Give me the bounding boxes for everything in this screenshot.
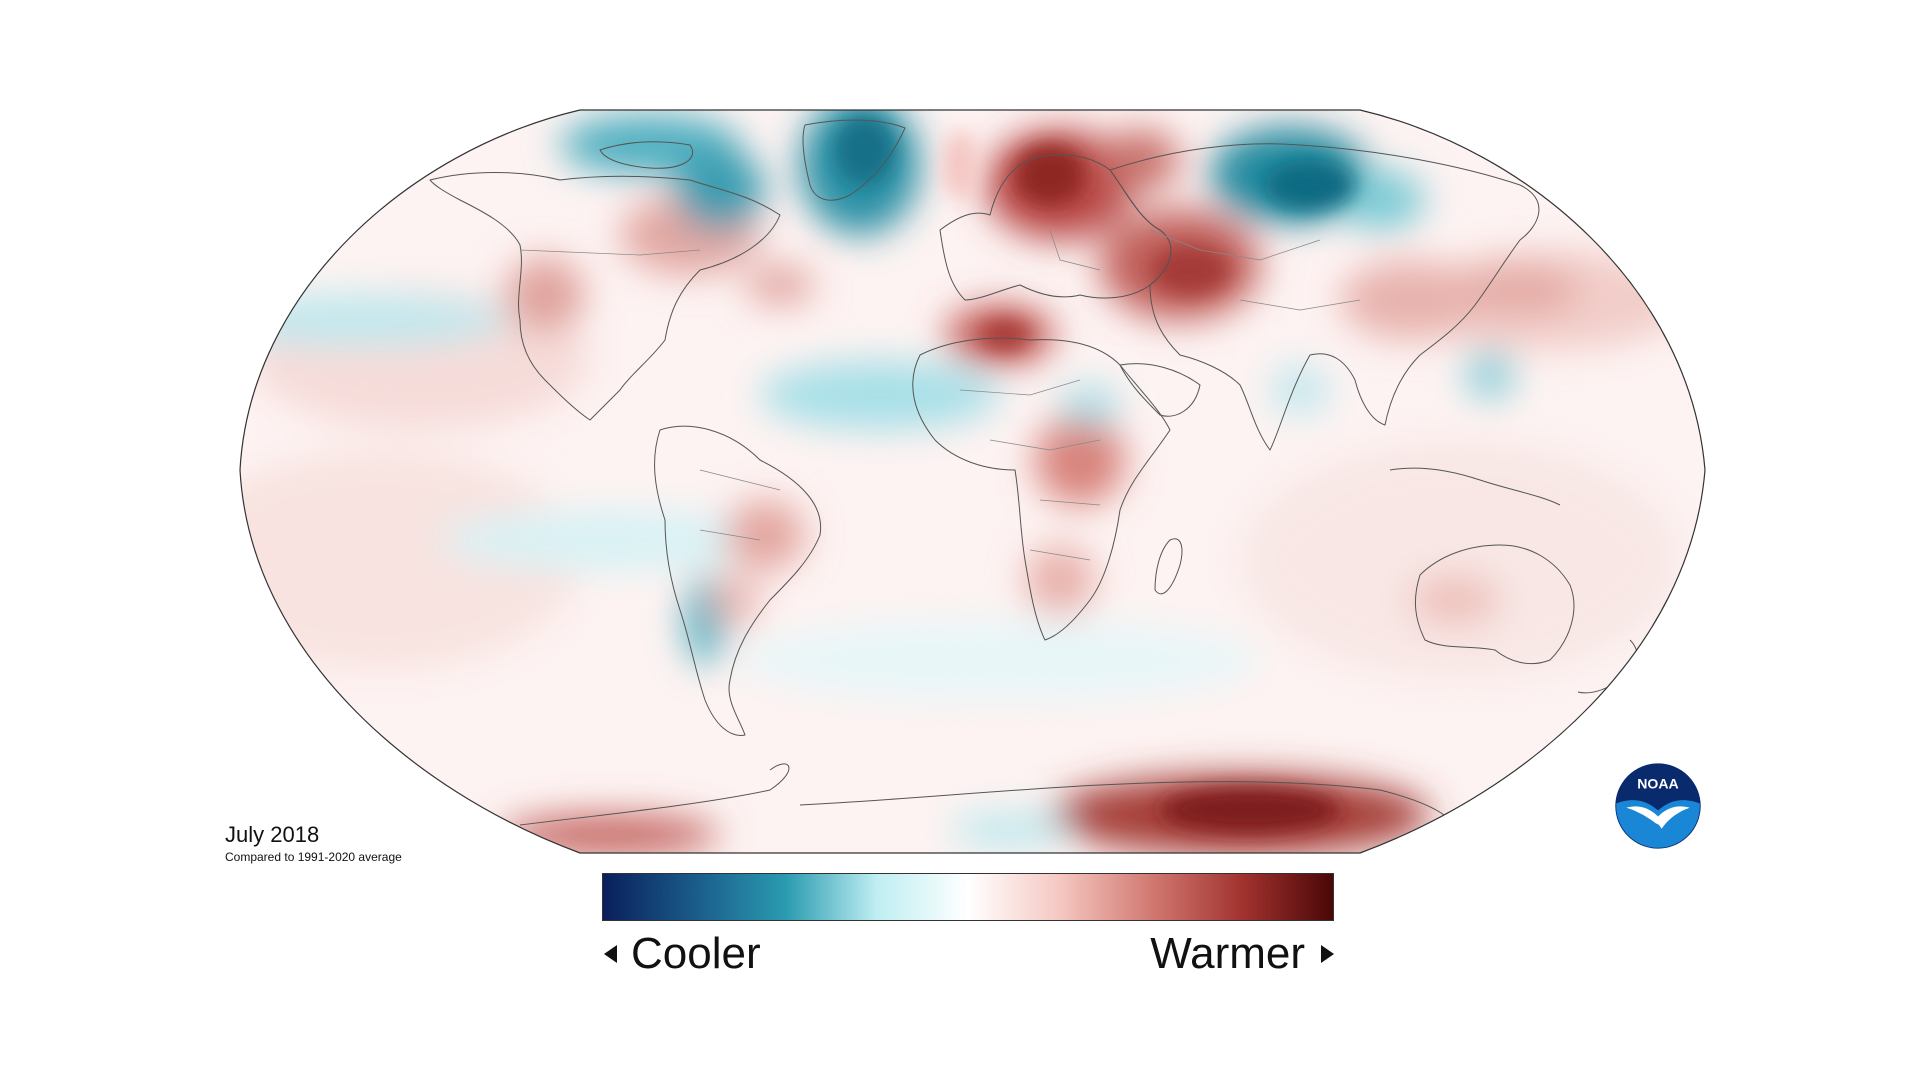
legend-cooler-label: Cooler [631, 929, 761, 978]
map-subtitle: Compared to 1991-2020 average [225, 850, 402, 864]
coast-indonesia [1389, 467, 1561, 506]
logo-text: NOAA [1637, 775, 1678, 791]
coast-arctic-islands [599, 141, 693, 169]
triangle-left-icon [604, 945, 617, 963]
coast-antarctica [519, 763, 1451, 826]
map-title: July 2018 [225, 822, 320, 847]
coast-greenland [802, 119, 906, 201]
map-outline [239, 109, 1706, 854]
anomaly-field [240, 110, 1705, 853]
coast-arabia [1119, 363, 1201, 417]
anomaly-blobs-detail [835, 115, 1355, 832]
coast-asia [1109, 143, 1540, 451]
borders-eurasia [1049, 229, 1361, 311]
coast-australia [1415, 544, 1575, 665]
triangle-right-icon [1321, 945, 1334, 963]
legend-cooler: Cooler [604, 932, 761, 976]
coast-africa [912, 337, 1171, 641]
legend-warmer: Warmer [1150, 932, 1334, 976]
borders-africa [959, 379, 1101, 561]
anomaly-blobs-large [240, 110, 1690, 853]
legend-warmer-label: Warmer [1150, 929, 1305, 978]
coast-madagascar [1154, 538, 1183, 595]
borders-americas [519, 249, 781, 541]
noaa-logo-icon: NOAA [1615, 763, 1701, 849]
coast-south-america [654, 425, 822, 736]
coast-north-america [429, 172, 781, 421]
legend-colorbar [602, 873, 1334, 921]
